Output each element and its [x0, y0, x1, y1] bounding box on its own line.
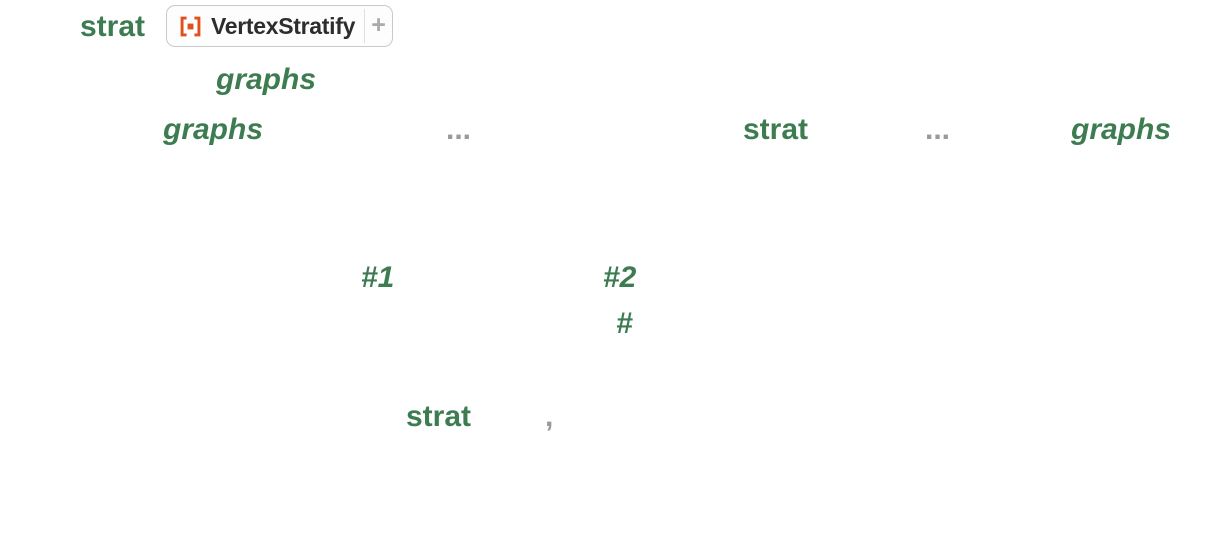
token-strat-ref-2: strat [406, 400, 472, 433]
chip-divider [364, 9, 366, 43]
resource-function-icon [177, 13, 204, 40]
token-slot-2: #2 [603, 261, 637, 294]
token-strat-ref-1: strat [743, 113, 809, 146]
token-graphs-arg-1: graphs [216, 63, 317, 96]
token-slot-3: # [616, 307, 633, 340]
token-ellipsis-1: ... [446, 113, 472, 146]
token-ellipsis-2: ... [925, 113, 951, 146]
token-graphs-arg-2: graphs [163, 113, 264, 146]
resource-function-chip[interactable]: VertexStratify + [166, 5, 394, 47]
token-strat-assignment: strat [80, 10, 146, 43]
token-graphs-arg-3: graphs [1071, 113, 1172, 146]
token-slot-1: #1 [361, 261, 395, 294]
token-comma: , [545, 400, 554, 433]
resource-function-name: VertexStratify [211, 12, 356, 39]
expand-plus-icon[interactable]: + [371, 10, 386, 39]
